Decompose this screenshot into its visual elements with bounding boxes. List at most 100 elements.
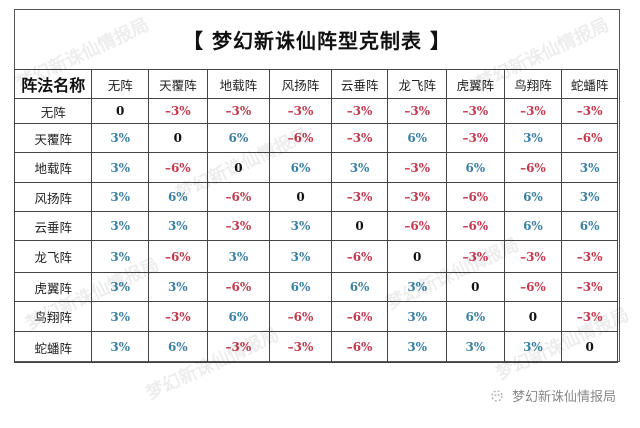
table-cell: 6% — [503, 211, 563, 241]
column-header: 云垂阵 — [330, 69, 389, 99]
table-cell: –3% — [503, 98, 563, 124]
table-cell: –3% — [446, 98, 505, 124]
table-cell: 0 — [330, 211, 389, 241]
table-cell: –6% — [503, 152, 563, 183]
footer-label: 梦幻新诛仙情报局 — [512, 390, 617, 405]
table-cell: 0 — [503, 301, 563, 332]
table-cell: –3% — [330, 98, 389, 124]
table-cell: –6% — [387, 211, 448, 241]
table-cell: –6% — [269, 301, 332, 332]
column-header: 地载阵 — [206, 69, 271, 99]
table-cell: –3% — [503, 240, 563, 273]
table-cell: –3% — [561, 240, 618, 273]
table-row: 鸟翔阵 3% –3% 6% –6% –6% 3% 6% 0 –3% — [13, 301, 618, 332]
table-cell: –3% — [387, 182, 448, 212]
row-header: 鸟翔阵 — [13, 301, 93, 332]
row-header: 云垂阵 — [13, 211, 93, 241]
table-cell: 6% — [446, 301, 505, 332]
table-cell: 3% — [387, 331, 448, 363]
table-cell: –3% — [561, 301, 618, 332]
table-cell: –3% — [387, 152, 448, 183]
table-cell: 6% — [148, 182, 208, 212]
table-cell: 3% — [148, 272, 208, 302]
table-cell: 6% — [206, 301, 271, 332]
table-cell: –3% — [206, 98, 271, 124]
table-row: 虎翼阵 3% 3% –6% 6% 6% 3% 0 –6% –3% — [13, 272, 618, 302]
table-cell: –3% — [269, 331, 332, 363]
table-cell: –3% — [206, 331, 271, 363]
table-cell: 3% — [148, 211, 208, 241]
table-cell: –6% — [330, 301, 389, 332]
column-header: 无阵 — [91, 69, 150, 99]
table-cell: 3% — [269, 211, 332, 241]
table-cell: 6% — [148, 331, 208, 363]
wechat-official-account-icon — [491, 389, 503, 402]
column-header: 龙飞阵 — [387, 69, 448, 99]
column-header: 鸟翔阵 — [503, 69, 563, 99]
table-cell: 6% — [269, 272, 332, 302]
counter-table: 阵法名称 无阵 天覆阵 地载阵 风扬阵 云垂阵 龙飞阵 虎翼阵 鸟翔阵 蛇蟠阵 … — [13, 69, 618, 363]
table-cell: 3% — [503, 123, 563, 153]
table-cell: –6% — [330, 331, 389, 363]
table-cell: –6% — [561, 123, 618, 153]
table-cell: 6% — [330, 272, 389, 302]
table-cell: 3% — [561, 152, 618, 183]
table-cell: 0 — [148, 123, 208, 153]
table-row: 天覆阵 3% 0 6% –6% –3% 6% –3% 3% –6% — [13, 123, 618, 153]
table-cell: –6% — [503, 272, 563, 302]
table-cell: 3% — [91, 211, 150, 241]
table-cell: –3% — [148, 301, 208, 332]
table-cell: –3% — [561, 98, 618, 124]
column-header: 蛇蟠阵 — [561, 69, 618, 99]
row-header: 天覆阵 — [13, 123, 93, 153]
table-cell: 6% — [387, 123, 448, 153]
table-cell: 3% — [446, 331, 505, 363]
table-cell: 3% — [91, 123, 150, 153]
table-cell: –3% — [446, 240, 505, 273]
table-cell: 3% — [91, 182, 150, 212]
corner-header: 阵法名称 — [13, 69, 93, 99]
table-cell: –6% — [206, 272, 271, 302]
table-cell: 3% — [387, 272, 448, 302]
table-cell: –3% — [206, 211, 271, 241]
table-cell: –6% — [269, 123, 332, 153]
table-cell: 3% — [269, 240, 332, 273]
table-cell: –6% — [446, 211, 505, 241]
table-cell: 6% — [446, 152, 505, 183]
row-header: 无阵 — [13, 98, 93, 124]
row-header: 龙飞阵 — [13, 240, 93, 273]
table-cell: 3% — [91, 301, 150, 332]
table-cell: 3% — [561, 182, 618, 212]
table-cell: –3% — [330, 182, 389, 212]
table-cell: –3% — [446, 123, 505, 153]
table-cell: –3% — [387, 98, 448, 124]
table-cell: –6% — [446, 182, 505, 212]
page-title: 【 梦幻新诛仙阵型克制表 】 — [183, 29, 451, 53]
table-cell: 6% — [206, 123, 271, 153]
row-header: 地载阵 — [13, 152, 93, 183]
column-header: 天覆阵 — [148, 69, 208, 99]
table-row: 风扬阵 3% 6% –6% 0 –3% –3% –6% 6% 3% — [13, 182, 618, 212]
table-row: 蛇蟠阵 3% 6% –3% –3% –6% 3% 3% 3% 0 — [13, 331, 618, 363]
table-cell: –3% — [269, 98, 332, 124]
table-cell: 3% — [91, 331, 150, 363]
table-row: 云垂阵 3% 3% –3% 3% 0 –6% –6% 6% 6% — [13, 211, 618, 241]
header-row: 阵法名称 无阵 天覆阵 地载阵 风扬阵 云垂阵 龙飞阵 虎翼阵 鸟翔阵 蛇蟠阵 — [13, 69, 618, 99]
table-row: 地载阵 3% –6% 0 6% 3% –3% 6% –6% 3% — [13, 152, 618, 183]
table-cell: 0 — [387, 240, 448, 273]
table-cell: 6% — [561, 211, 618, 241]
table-cell: 3% — [206, 240, 271, 273]
row-header: 蛇蟠阵 — [13, 331, 93, 363]
table-cell: 3% — [330, 152, 389, 183]
table-cell: 0 — [91, 98, 150, 124]
table-cell: –6% — [206, 182, 271, 212]
footer-brand: 梦幻新诛仙情报局 — [488, 386, 616, 405]
table-cell: 3% — [503, 331, 563, 363]
table-cell: 0 — [269, 182, 332, 212]
table-cell: 3% — [91, 240, 150, 273]
counter-table-frame: 【 梦幻新诛仙阵型克制表 】 阵法名称 无阵 天覆阵 地载阵 风扬阵 云垂阵 龙… — [13, 9, 620, 363]
row-header: 虎翼阵 — [13, 272, 93, 302]
table-cell: 6% — [503, 182, 563, 212]
table-cell: –6% — [330, 240, 389, 273]
table-cell: 3% — [91, 152, 150, 183]
